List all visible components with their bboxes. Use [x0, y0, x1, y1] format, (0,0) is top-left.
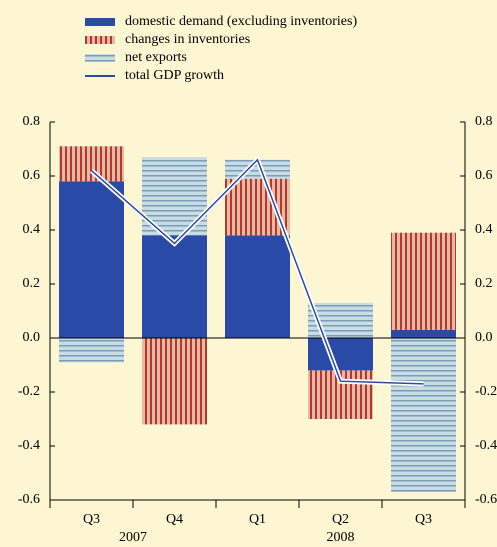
- y-tick-label: -0.4: [18, 438, 40, 453]
- bar-segment: [142, 338, 207, 425]
- x-tick-label: Q3: [415, 512, 432, 527]
- legend-label: domestic demand (excluding inventories): [125, 14, 357, 29]
- x-tick-label: Q1: [249, 512, 266, 527]
- y2-tick-label: 0.6: [475, 168, 493, 183]
- bar-segment: [142, 235, 207, 338]
- y2-tick-label: -0.6: [475, 492, 497, 507]
- bar-segment: [59, 181, 124, 338]
- y2-tick-label: -0.2: [475, 384, 497, 399]
- legend-swatch: [85, 36, 115, 44]
- bar-segment: [225, 235, 290, 338]
- x-group-label: 2007: [119, 530, 147, 545]
- y2-tick-label: 0.0: [475, 330, 493, 345]
- legend-label: total GDP growth: [125, 68, 224, 83]
- bar-segment: [391, 329, 456, 338]
- x-group-label: 2008: [327, 530, 355, 545]
- y-tick-label: 0.2: [23, 276, 41, 291]
- y-tick-label: 0.8: [23, 114, 41, 129]
- bar-segment: [308, 338, 373, 371]
- y2-tick-label: -0.4: [475, 438, 497, 453]
- y-tick-label: -0.6: [18, 492, 40, 507]
- bar-segment: [59, 338, 124, 363]
- y-tick-label: 0.6: [23, 168, 41, 183]
- legend-swatch: [85, 18, 115, 26]
- y2-tick-label: 0.2: [475, 276, 493, 291]
- bar-segment: [59, 146, 124, 182]
- legend-swatch: [85, 54, 115, 62]
- y2-tick-label: 0.4: [475, 222, 493, 237]
- x-tick-label: Q4: [166, 512, 183, 527]
- legend-label: net exports: [125, 50, 187, 65]
- y-tick-label: -0.2: [18, 384, 40, 399]
- gdp-line: [91, 158, 424, 385]
- bar-segment: [391, 232, 456, 330]
- y2-tick-label: 0.8: [475, 114, 493, 129]
- x-tick-label: Q3: [83, 512, 100, 527]
- bar-segment: [225, 178, 290, 236]
- y-tick-label: 0.4: [23, 222, 41, 237]
- y-tick-label: 0.0: [23, 330, 41, 345]
- bar-segment: [391, 338, 456, 492]
- legend-label: changes in inventories: [125, 32, 250, 47]
- x-tick-label: Q2: [332, 512, 349, 527]
